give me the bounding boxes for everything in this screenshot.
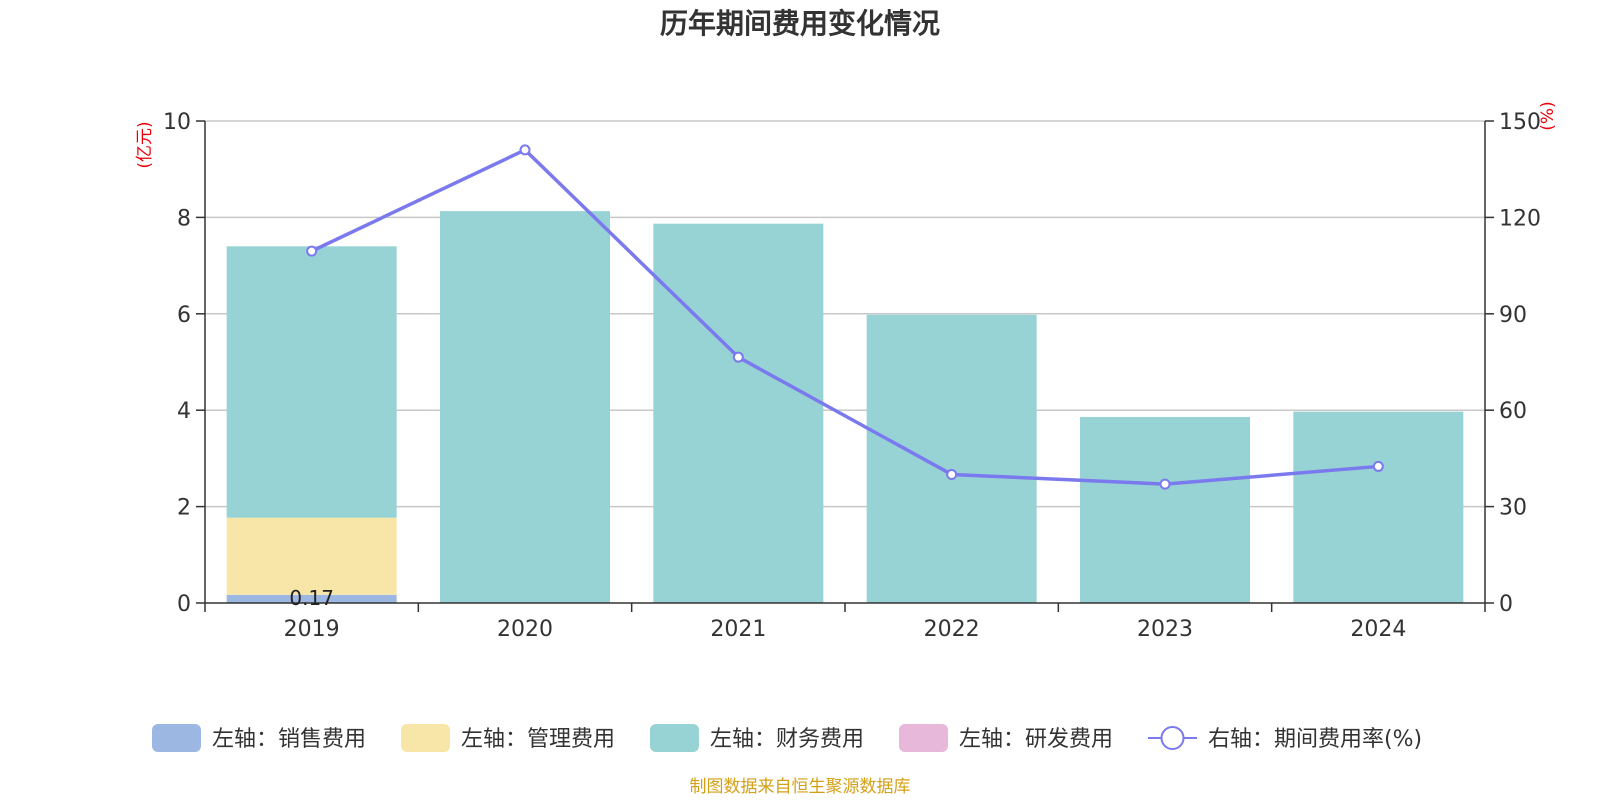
x-tick-label: 2020 [497, 617, 553, 642]
left-tick-label: 10 [163, 110, 191, 135]
expense-rate-point-2020 [519, 144, 531, 156]
x-tick-label: 2023 [1137, 617, 1193, 642]
left-tick-label: 6 [177, 303, 191, 328]
legend-label: 左轴：财务费用 [710, 727, 864, 752]
data-labels: 0.17 [289, 586, 334, 610]
x-tick-label: 2022 [924, 617, 980, 642]
legend-marker [1160, 726, 1185, 750]
bar-2021 [653, 223, 824, 603]
x-tick-label: 2024 [1350, 617, 1406, 642]
legend-swatch [152, 724, 201, 752]
right-tick-label: 60 [1499, 399, 1527, 424]
bars [226, 211, 1464, 603]
right-tick-label: 30 [1499, 496, 1527, 521]
expense-rate-path [310, 148, 1379, 486]
legend-swatch [650, 724, 699, 752]
bar-2019 [226, 594, 397, 603]
left-tick-label: 8 [177, 206, 191, 231]
expense-rate-point-2021 [732, 351, 744, 363]
chart-title: 历年期间费用变化情况 [660, 7, 940, 40]
expense-rate-point-2022 [946, 468, 958, 480]
grid-lines [205, 120, 1485, 508]
axes: 0 2 4 6 8 10 0 30 60 90 120 150 2019 2020 2021 2022 2023… [163, 110, 1541, 642]
legend-swatch [899, 724, 948, 752]
left-tick-label: 2 [177, 496, 191, 521]
left-tick-label: 0 [177, 592, 191, 617]
right-axis-unit: (%) [1538, 101, 1558, 130]
bar-2024 [1293, 411, 1464, 603]
bar-2019 [226, 246, 397, 518]
x-tick-label: 2021 [710, 617, 766, 642]
right-tick-label: 0 [1499, 592, 1513, 617]
legend-label: 左轴：研发费用 [959, 727, 1113, 752]
legend-swatch [401, 724, 450, 752]
right-tick-label: 150 [1499, 110, 1541, 135]
bar-2019 [226, 517, 397, 595]
legend-label: 左轴：销售费用 [212, 727, 366, 752]
source-note: 制图数据来自恒生聚源数据库 [690, 777, 911, 797]
bar-2023 [1080, 416, 1250, 603]
legend-label: 右轴：期间费用率(%) [1208, 727, 1422, 752]
expense-rate-point-2019 [306, 245, 318, 257]
expense-rate-point-2023 [1159, 478, 1171, 490]
legend-label: 左轴：管理费用 [461, 727, 615, 752]
x-tick-label: 2019 [284, 617, 340, 642]
data-label: 0.17 [289, 586, 334, 610]
left-tick-label: 4 [177, 399, 191, 424]
right-tick-label: 90 [1499, 303, 1527, 328]
left-axis-unit: (亿元) [135, 121, 155, 168]
right-tick-label: 120 [1499, 206, 1541, 231]
expense-rate-line [306, 144, 1384, 490]
bar-2020 [440, 211, 610, 603]
legend: 左轴：销售费用 左轴：管理费用 左轴：财务费用 左轴：研发费用 右轴：期间费用率(%) [152, 724, 1422, 752]
bar-2022 [866, 314, 1037, 603]
expense-rate-point-2024 [1372, 460, 1384, 472]
